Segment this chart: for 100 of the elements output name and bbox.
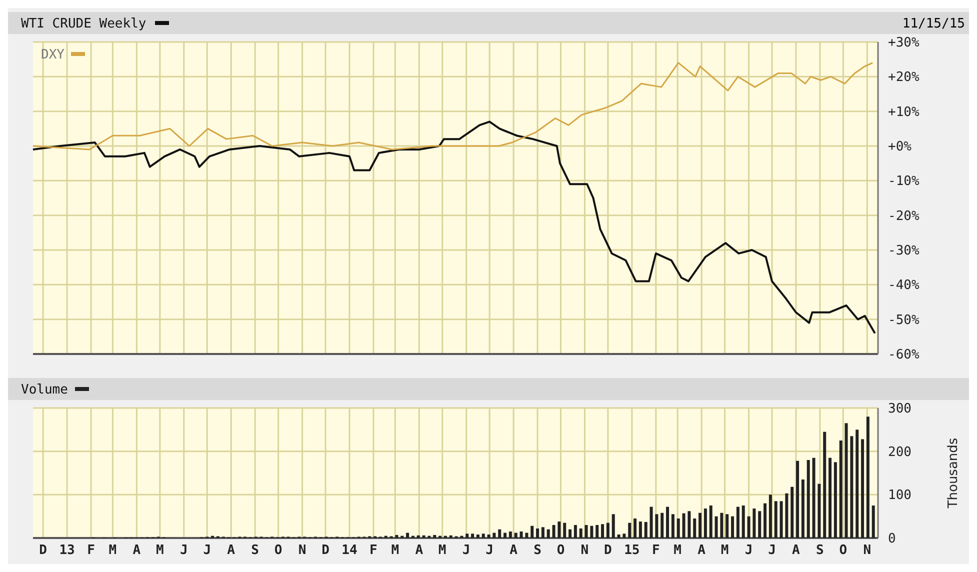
bar — [785, 493, 788, 538]
bar — [752, 508, 756, 538]
bar — [747, 516, 750, 538]
y-tick-label: 0 — [888, 532, 896, 547]
y-tick-label: -60% — [888, 348, 920, 363]
text: 11/15/15 — [902, 16, 965, 32]
bar — [834, 462, 837, 538]
x-tick-label: O — [839, 543, 848, 558]
x-tick-label: J — [744, 543, 753, 558]
bar — [395, 534, 398, 538]
bar — [801, 480, 804, 538]
y-axis-title: Thousands — [946, 438, 961, 510]
x-tick-label: J — [462, 543, 470, 558]
bar — [628, 522, 632, 538]
bar — [758, 511, 762, 538]
bar — [508, 532, 512, 538]
bar — [655, 514, 658, 538]
x-tick-label: M — [674, 543, 682, 558]
bar — [676, 518, 680, 538]
x-tick-label: J — [203, 543, 212, 558]
bar — [650, 506, 653, 538]
bar — [590, 526, 594, 538]
x-tick-label: S — [534, 543, 542, 558]
bar — [514, 532, 518, 538]
x-tick-label: J — [180, 543, 188, 558]
bar — [466, 534, 469, 538]
bar — [622, 534, 626, 538]
bar — [563, 522, 566, 538]
y-tick-label: 200 — [888, 444, 912, 460]
bar — [568, 529, 572, 538]
bar — [698, 512, 702, 538]
x-tick-label: F — [370, 543, 378, 558]
x-tick-label: A — [415, 543, 424, 558]
bar — [709, 506, 712, 538]
x-tick-label: D — [39, 543, 48, 558]
bar — [449, 535, 452, 538]
bar — [839, 440, 842, 538]
x-tick-label: S — [251, 543, 260, 558]
bar — [596, 525, 599, 538]
legend-label: WTI CRUDE Weekly — [21, 16, 146, 32]
bar — [688, 511, 691, 538]
bar — [790, 486, 794, 538]
y-tick-label: +0% — [888, 140, 912, 155]
bar — [861, 439, 864, 538]
line-series — [32, 62, 874, 150]
bar — [714, 516, 718, 538]
bar — [644, 522, 648, 538]
y-tick-label: +30% — [888, 36, 920, 51]
bar — [856, 430, 859, 538]
bar — [806, 460, 810, 538]
x-tick-label: N — [863, 543, 872, 558]
bar — [634, 518, 637, 538]
bar — [693, 518, 696, 538]
bar — [416, 535, 420, 538]
bar — [812, 458, 816, 538]
x-tick-label: O — [556, 543, 565, 558]
bar — [720, 512, 724, 538]
y-tick-label: 300 — [888, 402, 912, 417]
bar — [764, 503, 767, 538]
bar — [487, 534, 490, 538]
bar — [666, 506, 670, 538]
bar — [552, 525, 556, 538]
bar — [482, 534, 485, 538]
x-tick-label: M — [108, 543, 117, 558]
bar — [574, 525, 577, 538]
bar — [844, 423, 848, 538]
bar — [530, 526, 534, 538]
bar — [433, 534, 436, 538]
x-tick-label: D — [322, 543, 330, 558]
bar — [828, 458, 832, 538]
bar — [476, 534, 480, 538]
x-tick-label: M — [720, 543, 729, 558]
bar — [872, 506, 875, 538]
x-tick-label: J — [486, 543, 494, 558]
bar — [682, 513, 686, 538]
bar — [498, 529, 502, 538]
bar — [850, 436, 854, 538]
y-tick-label: -30% — [888, 244, 920, 259]
x-tick-label: 13 — [59, 543, 75, 558]
bar — [612, 514, 615, 538]
bar — [780, 501, 783, 538]
bar — [579, 528, 582, 538]
bar — [818, 484, 821, 538]
bar — [742, 506, 745, 538]
x-tick-label: M — [438, 543, 446, 558]
bar — [671, 514, 674, 538]
bar — [546, 529, 550, 538]
bar — [638, 522, 642, 538]
x-tick-label: A — [792, 543, 800, 558]
y-tick-label: 100 — [888, 488, 912, 504]
y-tick-label: -20% — [888, 208, 920, 224]
bar — [617, 534, 620, 538]
bar — [823, 432, 826, 538]
x-tick-label: S — [816, 543, 824, 558]
y-tick-label: -10% — [888, 174, 920, 190]
bar — [660, 512, 664, 538]
x-tick-label: J — [768, 543, 776, 558]
bar — [541, 527, 544, 538]
bar — [422, 535, 426, 538]
x-tick-label: D — [604, 543, 612, 558]
